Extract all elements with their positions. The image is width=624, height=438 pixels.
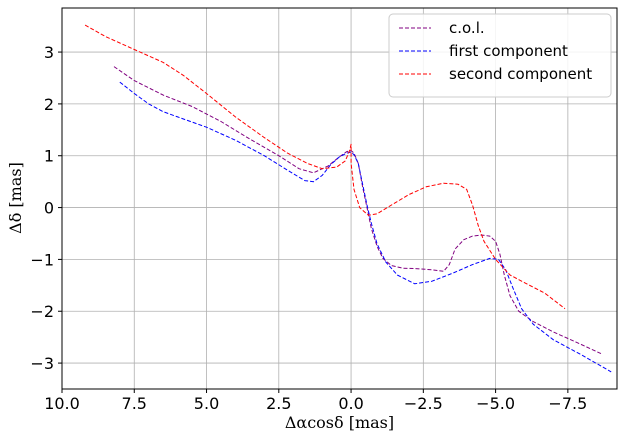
ticks: 10.0 7.5 5.0 2.5 0.0 −2.5 −5.0 −7.5 3 2 1 0 −1 −2 −3	[30, 43, 587, 413]
series-line-3	[84, 24, 566, 310]
x-tick-label: 2.5	[266, 394, 291, 413]
plot-frame	[61, 7, 618, 390]
legend-label: c.o.l.	[449, 19, 485, 37]
y-tick-label: 3	[44, 43, 54, 62]
series-line-1	[113, 66, 603, 355]
y-tick-label: −2	[30, 302, 54, 321]
legend-label: second component	[449, 65, 592, 83]
y-tick-label: 0	[44, 199, 54, 218]
x-tick-label: 10.0	[44, 394, 80, 413]
y-tick-label: −1	[30, 250, 54, 269]
x-tick-label: −2.5	[404, 394, 443, 413]
series-layer	[84, 24, 612, 373]
x-axis-label: Δαcosδ [mas]	[285, 413, 394, 432]
x-tick-label: −7.5	[548, 394, 587, 413]
legend: c.o.l. first component second component	[388, 13, 612, 98]
x-tick-label: 5.0	[194, 394, 219, 413]
y-axis-label: Δδ [mas]	[6, 162, 25, 234]
y-tick-label: 2	[44, 95, 54, 114]
y-tick-label: 1	[44, 147, 54, 166]
y-tick-label: −3	[30, 354, 54, 373]
legend-box	[388, 13, 612, 98]
x-tick-label: 7.5	[122, 394, 147, 413]
x-tick-label: −5.0	[476, 394, 515, 413]
x-tick-label: 0.0	[338, 394, 363, 413]
legend-label: first component	[449, 42, 568, 60]
